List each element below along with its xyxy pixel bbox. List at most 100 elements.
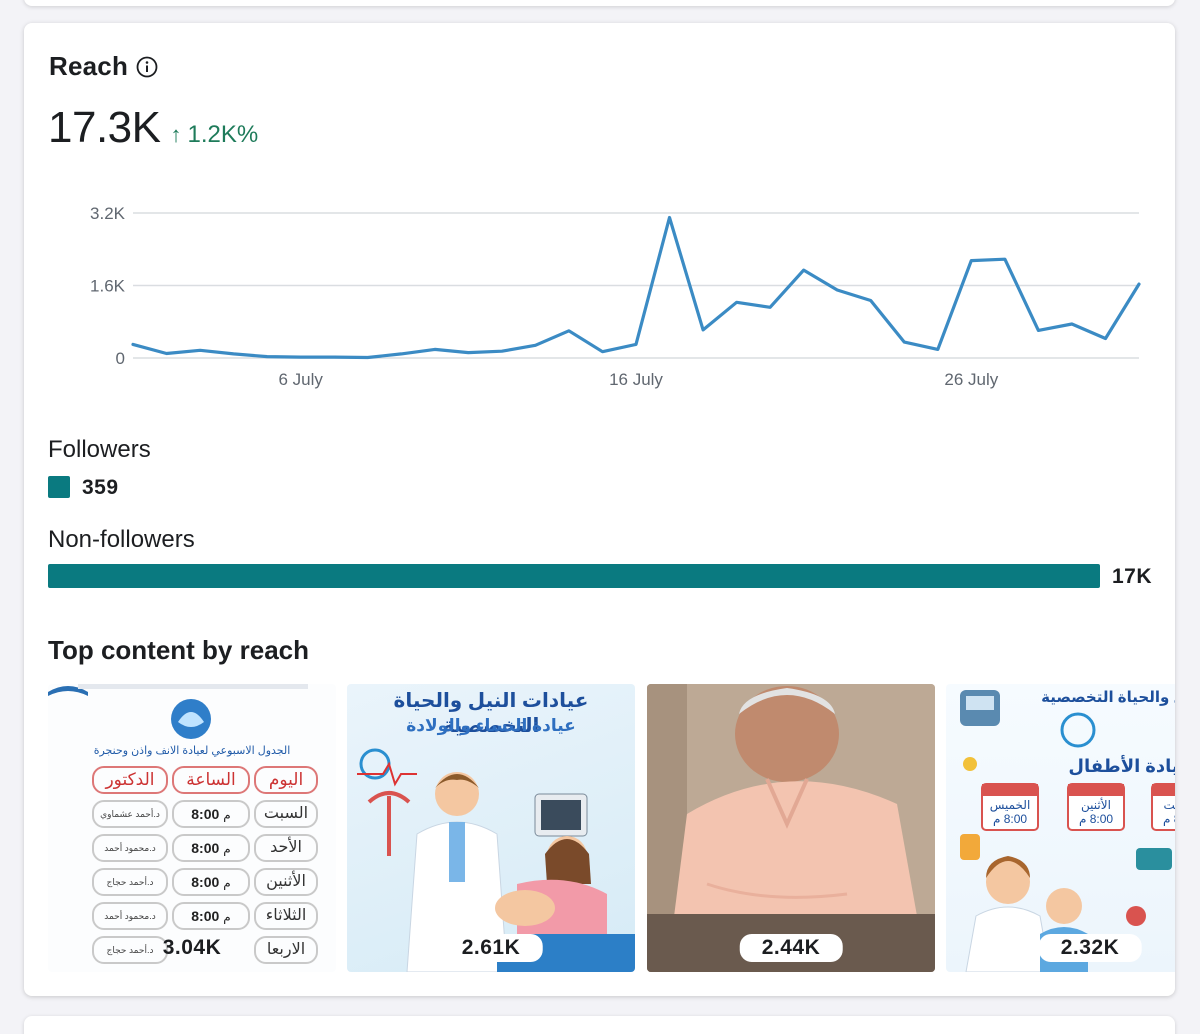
schedule-header-doctor: الدكتور <box>92 766 168 794</box>
reach-data-point[interactable] <box>1099 333 1111 345</box>
reach-data-point[interactable] <box>496 345 508 357</box>
next-card <box>24 1016 1175 1034</box>
clinic-heading-2: عيادات النيل والحياة التخصصية <box>393 690 589 737</box>
calendar-day: الخميس 8:00 م <box>982 798 1038 826</box>
chart-y-tick: 1.6K <box>90 277 126 296</box>
reach-data-point[interactable] <box>563 325 575 337</box>
reach-data-point[interactable] <box>999 253 1011 265</box>
schedule-header-time: الساعة <box>172 766 250 794</box>
calendar-day-name: الخميس <box>989 798 1031 812</box>
followers-swatch <box>48 476 70 498</box>
schedule-header-day: اليوم <box>254 766 318 794</box>
reach-data-point[interactable] <box>1133 278 1145 290</box>
clinic-subheading-4: عيادة الأطفال <box>1068 756 1175 776</box>
doctor-illustration-icon <box>357 748 635 972</box>
schedule-time-value: 8:00 <box>191 874 220 890</box>
reach-card: Reach 17.3K ↑ 1.2K% 3.2K 1.6K 0 6 July 16 Ju… <box>24 23 1175 996</box>
reach-data-point[interactable] <box>161 347 173 359</box>
schedule-day-cell: الثلاثاء <box>254 902 318 930</box>
clinic-logo-icon <box>48 684 308 739</box>
schedule-time-suffix: م <box>223 808 231 822</box>
schedule-doctor-cell: د.محمود أحمد <box>92 834 168 862</box>
schedule-day-cell: الأحد <box>254 834 318 862</box>
reach-data-point[interactable] <box>731 296 743 308</box>
reach-title: Reach <box>49 51 129 81</box>
top-content-item-4[interactable]: عيادات النيل والحياة التخصصية عيادة الأط… <box>946 684 1175 972</box>
schedule-time-suffix: م <box>223 842 231 856</box>
non-followers-value: 17K <box>1112 565 1153 588</box>
reach-data-point[interactable] <box>328 351 340 363</box>
reach-data-point[interactable] <box>127 338 139 350</box>
reach-data-point[interactable] <box>462 347 474 359</box>
chart-x-tick: 26 July <box>944 370 998 389</box>
top-content-item-3[interactable]: 2.44K <box>647 684 935 972</box>
reach-data-point[interactable] <box>429 343 441 355</box>
reach-data-point[interactable] <box>932 343 944 355</box>
reach-data-point[interactable] <box>664 212 676 224</box>
reach-data-point[interactable] <box>630 338 642 350</box>
reach-data-point[interactable] <box>194 344 206 356</box>
top-content-value-4: 2.32K <box>1038 934 1142 962</box>
reach-delta: ↑ 1.2K% <box>170 121 258 149</box>
followers-value: 359 <box>82 476 119 499</box>
schedule-time-value: 8:00 <box>191 806 220 822</box>
schedule-time-cell: 8:00 م <box>172 902 250 930</box>
clinic-heading-4: عيادات النيل والحياة التخصصية <box>1041 689 1175 706</box>
calendar-day-time: 8:00 م <box>1162 812 1175 826</box>
chart-y-tick: 0 <box>116 349 125 368</box>
reach-data-point[interactable] <box>529 339 541 351</box>
schedule-doctor-cell: د.محمود أحمد <box>92 902 168 930</box>
top-content-value-3: 2.44K <box>739 934 843 962</box>
reach-data-point[interactable] <box>228 348 240 360</box>
followers-label: Followers <box>48 436 151 463</box>
reach-value-row: 17.3K ↑ 1.2K% <box>48 103 258 153</box>
calendar-day-time: 8:00 م <box>992 812 1028 826</box>
chart-x-tick: 16 July <box>609 370 663 389</box>
reach-data-point[interactable] <box>261 351 273 363</box>
schedule-doctor-cell: د.أحمد عشماوي <box>92 800 168 828</box>
reach-data-point[interactable] <box>831 284 843 296</box>
person-video-icon <box>647 684 935 972</box>
schedule-heading: الجدول الاسبوعي لعيادة الانف واذن وحنجرة <box>93 745 291 757</box>
reach-data-point[interactable] <box>395 348 407 360</box>
pediatric-illustration-icon <box>960 690 1175 972</box>
top-content-title: Top content by reach <box>48 635 309 665</box>
calendar-day-time: 8:00 م <box>1078 812 1114 826</box>
reach-title-row: Reach <box>49 51 158 82</box>
calendar-day-name: السبت <box>1163 798 1175 812</box>
previous-card <box>24 0 1175 6</box>
schedule-time-cell: 8:00 م <box>172 868 250 896</box>
reach-data-point[interactable] <box>798 264 810 276</box>
reach-data-point[interactable] <box>965 255 977 267</box>
top-content-item-1[interactable]: الجدول الاسبوعي لعيادة الانف واذن وحنجرة… <box>48 684 336 972</box>
top-content-item-2[interactable]: عيادات النيل والحياة التخصصية عيادة النس… <box>347 684 635 972</box>
schedule-day-cell: الاربعا <box>254 936 318 964</box>
reach-data-point[interactable] <box>596 346 608 358</box>
schedule-time-cell: 8:00 م <box>172 834 250 862</box>
reach-total-value: 17.3K <box>48 103 161 152</box>
calendar-day: الأثنين 8:00 م <box>1068 798 1124 826</box>
reach-data-point[interactable] <box>865 294 877 306</box>
calendar-day-name: الأثنين <box>1081 798 1111 812</box>
schedule-doctor-cell: د.أحمد حجاج <box>92 936 168 964</box>
reach-delta-value: 1.2K% <box>187 121 259 148</box>
non-followers-label: Non-followers <box>48 526 195 553</box>
arrow-up-icon: ↑ <box>170 122 182 147</box>
schedule-doctor-cell: د.أحمد حجاج <box>92 868 168 896</box>
reach-data-point[interactable] <box>1066 318 1078 330</box>
schedule-time-cell: 8:00 م <box>172 800 250 828</box>
schedule-time-suffix: م <box>223 876 231 890</box>
reach-data-point[interactable] <box>898 336 910 348</box>
clinic-subheading-2: عيادة النساء والولادة <box>406 716 576 735</box>
reach-data-point[interactable] <box>764 301 776 313</box>
reach-data-point[interactable] <box>295 351 307 363</box>
schedule-day-cell: السبت <box>254 800 318 828</box>
info-icon[interactable] <box>136 56 158 78</box>
chart-y-tick: 3.2K <box>90 204 126 223</box>
reach-data-point[interactable] <box>697 324 709 336</box>
reach-series-line <box>131 215 1141 360</box>
top-content-value-2: 2.61K <box>439 934 543 962</box>
reach-data-point[interactable] <box>1032 324 1044 336</box>
reach-data-point[interactable] <box>362 352 374 364</box>
